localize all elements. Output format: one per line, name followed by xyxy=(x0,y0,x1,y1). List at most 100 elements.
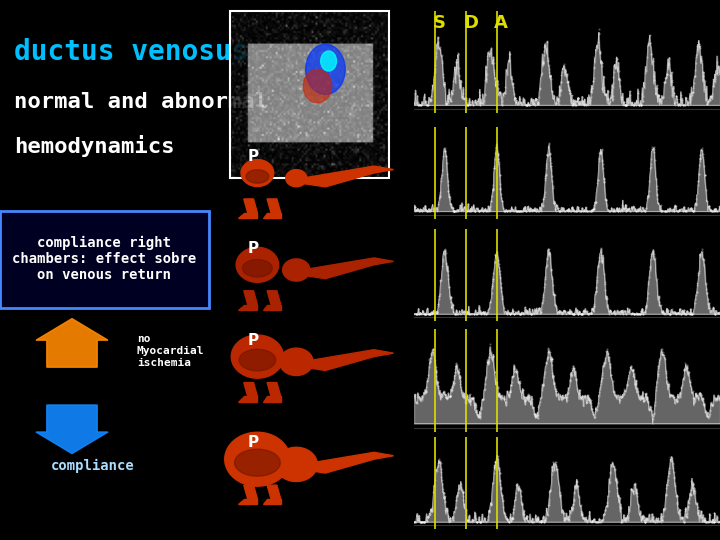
Point xyxy=(413,305,424,313)
Point xyxy=(485,49,496,58)
Point xyxy=(417,206,428,214)
Point xyxy=(697,395,708,403)
Point xyxy=(500,513,511,522)
Point xyxy=(543,345,554,353)
Point xyxy=(575,392,586,400)
Point xyxy=(584,394,595,402)
Point xyxy=(694,511,706,519)
Point xyxy=(689,71,701,80)
Point xyxy=(679,206,690,214)
Point xyxy=(533,303,544,312)
Point xyxy=(636,512,648,521)
Point xyxy=(492,451,504,460)
Point xyxy=(496,491,508,500)
Point xyxy=(704,206,716,214)
Point xyxy=(461,100,472,109)
Point xyxy=(480,76,491,84)
Point xyxy=(625,362,636,370)
Point xyxy=(433,43,445,52)
Point xyxy=(588,515,600,523)
Point xyxy=(659,309,670,318)
Point xyxy=(492,389,504,398)
Point xyxy=(626,309,637,318)
Point xyxy=(634,309,646,318)
Point xyxy=(529,96,541,104)
Point xyxy=(622,512,634,521)
Point xyxy=(526,309,537,318)
Point xyxy=(660,207,672,215)
Text: P: P xyxy=(248,149,258,164)
Point xyxy=(443,275,454,284)
Point xyxy=(644,406,655,414)
Point xyxy=(652,295,664,304)
Point xyxy=(454,82,466,90)
Point xyxy=(698,76,709,84)
Point xyxy=(503,517,515,526)
Point xyxy=(620,517,631,525)
Point xyxy=(709,206,720,215)
Point xyxy=(704,410,716,418)
Point xyxy=(469,207,481,215)
Point xyxy=(627,365,639,374)
Point xyxy=(444,283,455,292)
Point xyxy=(689,204,701,213)
Point xyxy=(431,39,443,48)
Point xyxy=(444,200,456,208)
Point xyxy=(611,205,622,213)
Point xyxy=(609,63,621,72)
Point xyxy=(553,308,564,316)
Point xyxy=(585,517,597,526)
Point xyxy=(550,99,562,107)
Point xyxy=(570,375,582,383)
Point xyxy=(422,374,433,383)
Point xyxy=(534,517,546,525)
Point xyxy=(608,307,620,316)
Point xyxy=(657,307,669,316)
Point xyxy=(690,388,701,397)
Point xyxy=(662,380,674,389)
Point xyxy=(644,265,656,274)
Point xyxy=(482,202,494,211)
Point xyxy=(572,206,584,215)
Point xyxy=(635,100,647,109)
Point xyxy=(682,367,693,376)
Point xyxy=(516,500,528,509)
Point xyxy=(426,507,438,515)
Point xyxy=(412,205,423,213)
Point xyxy=(411,98,423,107)
Point xyxy=(706,93,718,102)
Point xyxy=(598,178,610,186)
Point xyxy=(598,177,610,186)
Point xyxy=(693,269,704,278)
Point xyxy=(499,395,510,403)
Point xyxy=(548,198,559,207)
Point xyxy=(669,308,680,317)
Point xyxy=(458,393,469,401)
Point xyxy=(653,90,665,99)
Point xyxy=(704,93,716,102)
Point xyxy=(482,358,493,367)
Point xyxy=(464,207,475,215)
Point xyxy=(669,474,680,482)
Point xyxy=(603,309,615,318)
Point xyxy=(415,206,426,214)
Point xyxy=(444,192,455,201)
Point xyxy=(493,388,505,397)
Point xyxy=(546,354,557,363)
Point xyxy=(672,500,683,508)
Point xyxy=(461,98,472,106)
Point xyxy=(543,499,554,508)
Point xyxy=(505,203,517,212)
Point xyxy=(421,207,433,215)
Point xyxy=(505,309,517,318)
Point xyxy=(454,78,465,86)
Point xyxy=(529,410,541,418)
Point xyxy=(489,461,500,470)
Point xyxy=(526,206,538,214)
Point xyxy=(707,401,719,410)
Point xyxy=(472,517,483,526)
Point xyxy=(499,510,510,518)
Point xyxy=(585,403,597,412)
Point xyxy=(497,496,508,504)
Point xyxy=(431,308,443,317)
